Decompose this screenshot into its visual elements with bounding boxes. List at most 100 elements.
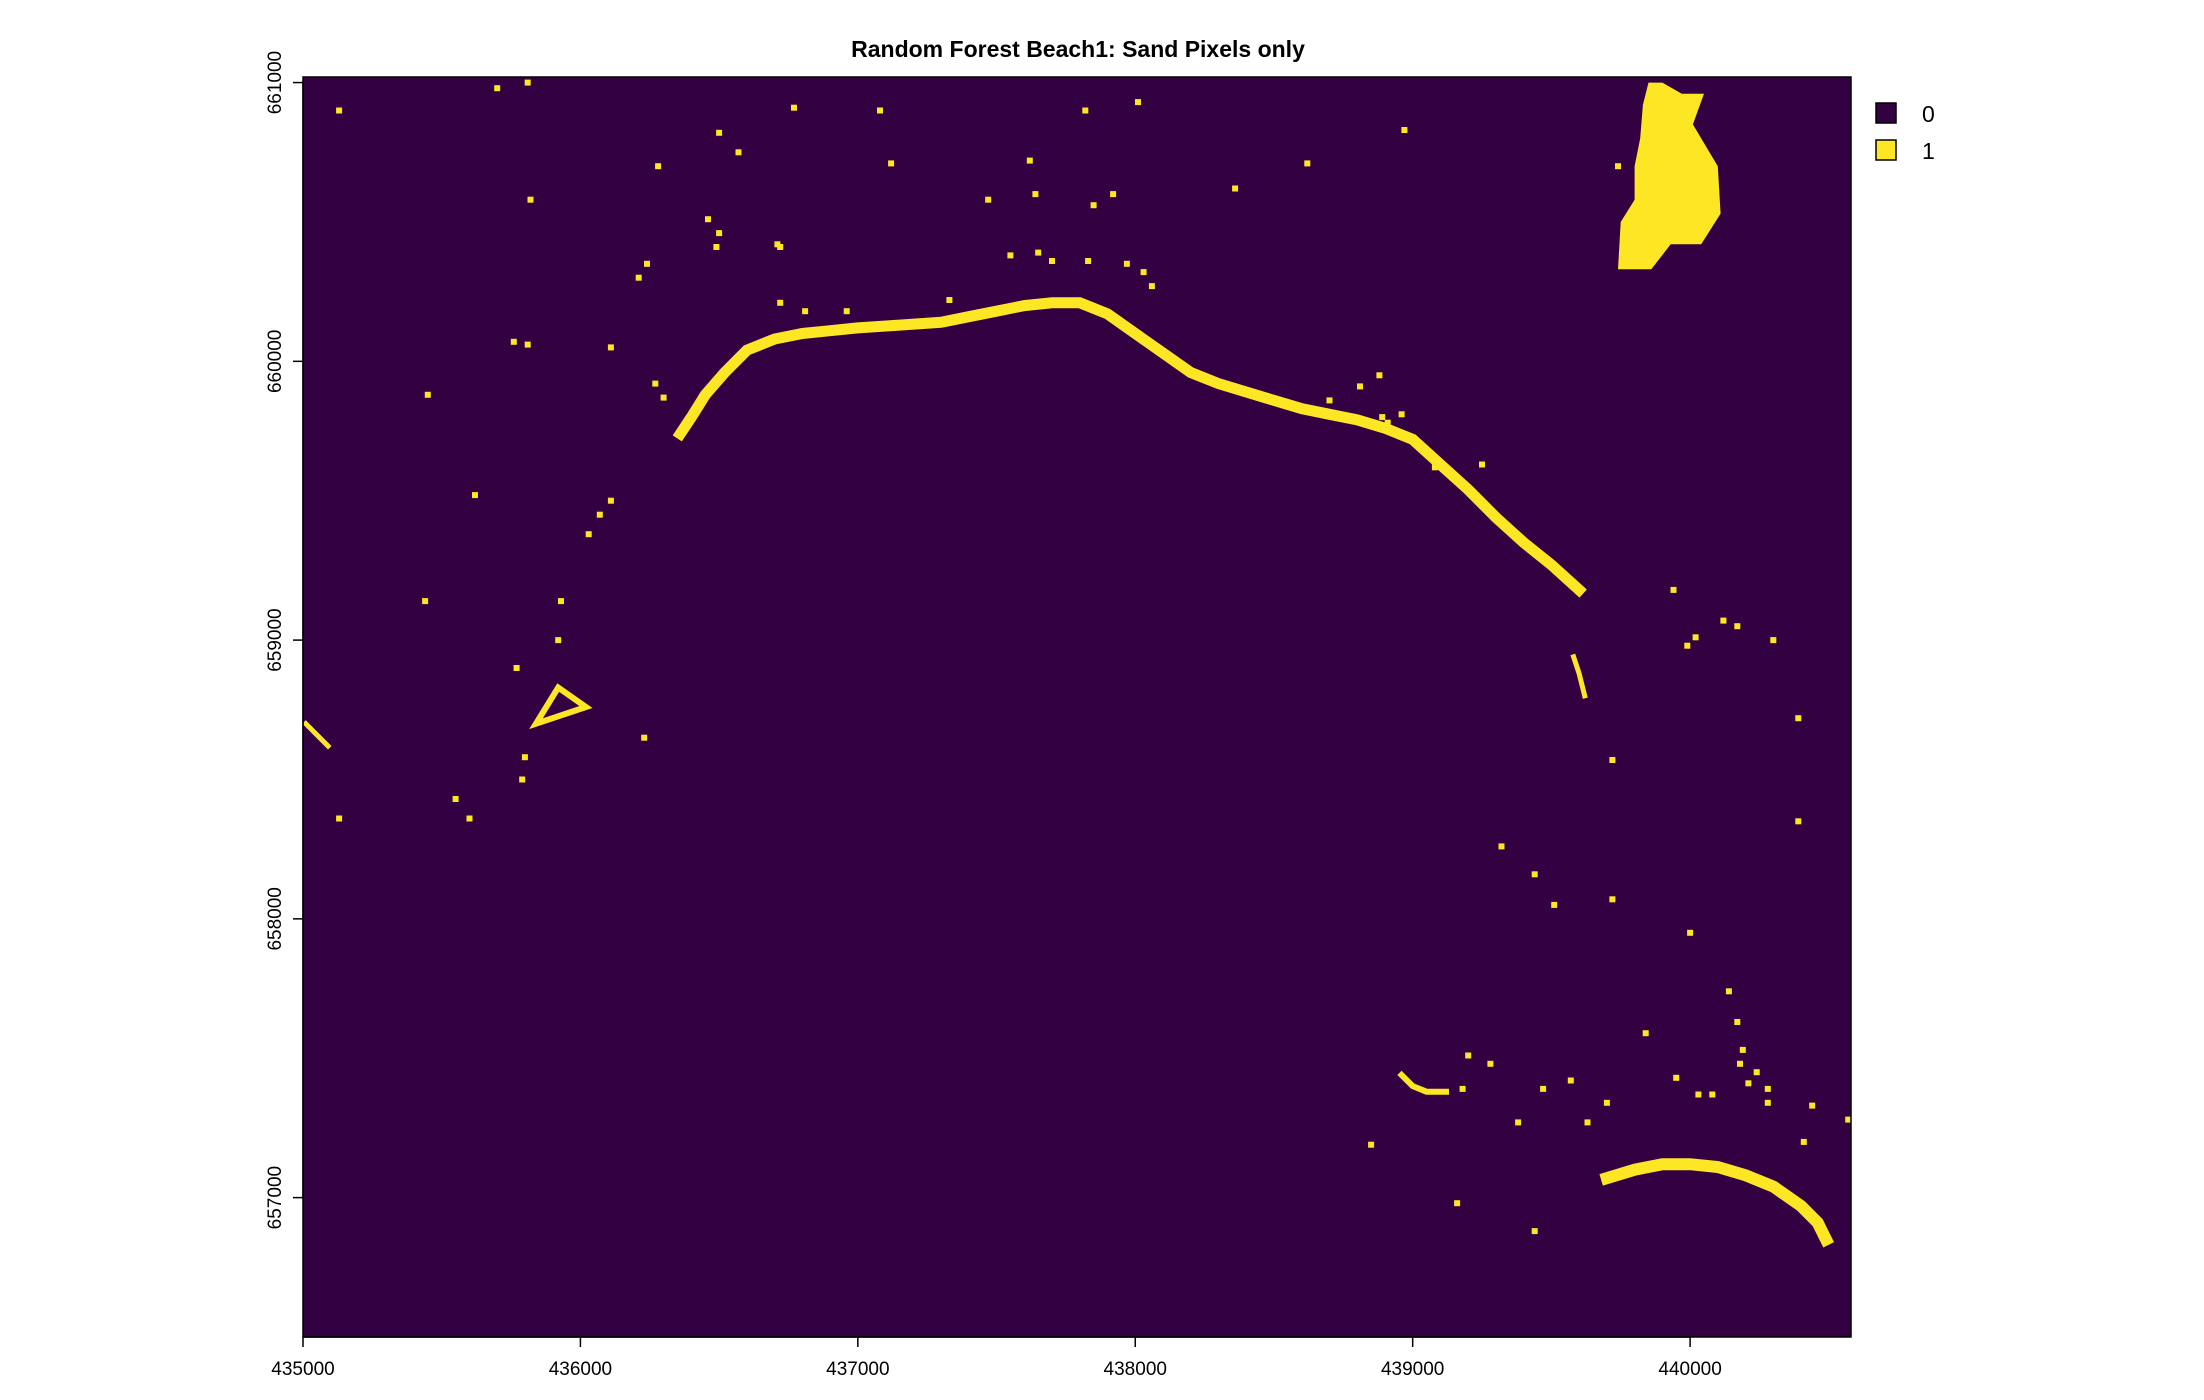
sand-pixel xyxy=(1090,202,1097,209)
x-tick-label: 439000 xyxy=(1381,1359,1444,1380)
sand-cells xyxy=(336,79,1852,1235)
x-tick-label: 435000 xyxy=(271,1359,334,1380)
sand-pixel xyxy=(1357,383,1363,390)
sand-pixel xyxy=(777,299,784,306)
sand-pixel xyxy=(336,107,343,114)
x-tick-label: 437000 xyxy=(826,1359,889,1380)
sand-pixel xyxy=(452,796,459,802)
legend-label-1: 1 xyxy=(1922,138,1935,164)
sand-pixel xyxy=(713,244,720,250)
sand-pixel xyxy=(1809,1102,1816,1109)
sand-pixel xyxy=(1232,185,1239,192)
sand-pixel xyxy=(1384,419,1391,426)
sand-pixel xyxy=(946,297,953,303)
sand-pixel xyxy=(527,196,534,203)
sand-pixel xyxy=(1845,1116,1852,1123)
sand-pixel xyxy=(555,637,562,644)
sand-pixel xyxy=(1687,929,1694,936)
sand-pixel xyxy=(1551,901,1558,908)
y-tick-label: 660000 xyxy=(265,330,286,393)
sand-features xyxy=(302,82,1835,1248)
sand-pixel xyxy=(888,160,895,167)
sand-pixel xyxy=(1082,107,1089,114)
sand-pixel xyxy=(1734,623,1741,630)
sand-pixel xyxy=(1795,715,1802,722)
sand-pixel xyxy=(1487,1060,1494,1067)
legend-swatch-0 xyxy=(1875,102,1897,124)
sand-pixel xyxy=(641,734,648,741)
sand-pixel xyxy=(1764,1085,1771,1092)
sand-pixel xyxy=(1515,1119,1522,1126)
sand-pixel xyxy=(513,665,520,671)
sand-pixel xyxy=(1720,617,1727,624)
x-tick-label: 440000 xyxy=(1658,1359,1721,1380)
sand-pixel xyxy=(1148,283,1155,290)
sand-pixel xyxy=(1609,757,1616,763)
sand-pixel xyxy=(1642,1030,1649,1037)
sand-pixel xyxy=(1479,461,1485,468)
sand-pixel xyxy=(1670,586,1677,593)
sand-pixel xyxy=(716,129,723,136)
sand-pixel xyxy=(1110,191,1117,198)
sand-pixel xyxy=(985,196,992,203)
sand-pixel xyxy=(802,308,809,315)
sand-pixel xyxy=(1673,1074,1680,1081)
sand-pixel xyxy=(660,394,667,401)
sand-pixel xyxy=(1032,191,1039,198)
sand-pixel xyxy=(1800,1138,1807,1145)
sand-pixel xyxy=(1695,1091,1702,1098)
sand-pixel xyxy=(494,85,501,92)
sand-pixel xyxy=(1584,1119,1591,1126)
sand-feature-east-strip xyxy=(1570,653,1588,699)
raster-background xyxy=(303,77,1851,1337)
sand-pixel xyxy=(521,754,528,761)
legend: 0 1 xyxy=(1875,101,1935,164)
sand-pixel xyxy=(1753,1069,1760,1076)
sand-pixel xyxy=(791,104,797,111)
sand-pixel xyxy=(1531,1228,1538,1235)
y-tick-label: 659000 xyxy=(265,608,286,671)
sand-pixel xyxy=(1734,1019,1741,1025)
sand-pixel xyxy=(1035,249,1042,256)
sand-pixel xyxy=(777,244,784,250)
sand-pixel xyxy=(558,598,564,605)
sand-pixel xyxy=(1795,818,1802,825)
sand-pixel xyxy=(1498,843,1505,850)
y-tick-label: 661000 xyxy=(265,51,286,114)
sand-feature-south-arc xyxy=(1599,1158,1835,1248)
sand-pixel xyxy=(1379,414,1386,421)
sand-pixel xyxy=(1764,1099,1771,1106)
sand-pixel xyxy=(1615,163,1621,170)
sand-pixel xyxy=(1603,1099,1610,1106)
legend-label-0: 0 xyxy=(1922,101,1935,127)
sand-pixel xyxy=(1401,127,1408,133)
sand-pixel xyxy=(1304,160,1311,167)
sand-pixel xyxy=(1454,1200,1461,1207)
sand-pixel xyxy=(843,308,850,315)
sand-pixel xyxy=(1431,464,1438,471)
sand-feature-southeast-strip xyxy=(1397,1070,1449,1095)
sand-pixel xyxy=(735,149,742,156)
sand-pixel xyxy=(655,163,662,170)
sand-pixel xyxy=(705,216,711,223)
sand-pixel xyxy=(1709,1091,1716,1098)
sand-pixel xyxy=(716,230,723,237)
sand-pixel xyxy=(1725,988,1732,995)
sand-pixel xyxy=(1737,1060,1743,1067)
x-axis: 435000 436000 437000 438000 439000 440000 xyxy=(271,1336,1722,1380)
sand-pixel xyxy=(607,497,614,504)
sand-pixel xyxy=(644,260,650,267)
sand-pixel xyxy=(1540,1085,1547,1092)
sand-pixel xyxy=(1376,372,1383,379)
y-tick-label: 657000 xyxy=(265,1166,286,1229)
sand-feature-west-edge-strip xyxy=(302,720,332,750)
sand-pixel xyxy=(1135,99,1141,106)
sand-pixel xyxy=(1326,397,1333,404)
sand-pixel xyxy=(1692,634,1699,641)
sand-pixel xyxy=(635,274,642,281)
sand-pixel xyxy=(1123,260,1130,267)
sand-pixel xyxy=(1465,1052,1472,1059)
sand-feature-north-arc xyxy=(672,297,1587,598)
sand-pixel xyxy=(424,391,431,398)
